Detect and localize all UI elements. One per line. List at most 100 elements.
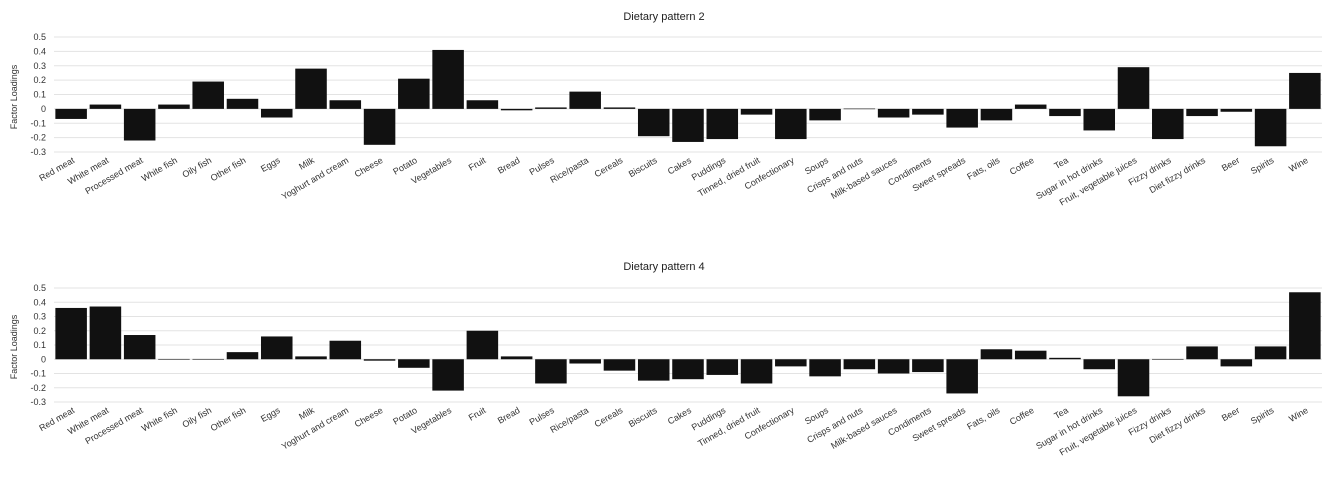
y-tick-label: 0.3 — [33, 61, 46, 71]
bar — [1015, 105, 1047, 109]
bar — [946, 109, 978, 128]
x-tick-label: Milk — [297, 405, 316, 422]
x-tick-label: Wine — [1287, 405, 1310, 424]
x-tick-label: Rice/pasta — [548, 405, 590, 435]
x-tick-label: Biscuits — [627, 155, 659, 179]
bar — [467, 100, 499, 109]
chart-title: Dietary pattern 4 — [623, 261, 704, 273]
x-tick-label: Cheese — [353, 155, 385, 179]
bar — [878, 109, 910, 118]
bar — [330, 341, 362, 360]
x-tick-label: Fats, oils — [965, 155, 1002, 182]
y-tick-label: 0.1 — [33, 90, 46, 100]
bar — [432, 50, 464, 109]
x-tick-label: Cheese — [353, 405, 385, 429]
bar — [261, 109, 293, 118]
x-tick-label: Fruit — [467, 405, 488, 423]
bar — [912, 359, 944, 372]
bar — [707, 109, 739, 139]
bar — [638, 359, 670, 380]
y-tick-label: 0.5 — [33, 283, 46, 293]
y-tick-label: 0.4 — [33, 46, 46, 56]
x-tick-label: Beer — [1220, 155, 1241, 173]
bar — [809, 109, 841, 121]
bar — [364, 109, 396, 145]
x-tick-label: Cereals — [593, 155, 625, 179]
chart-panel-dietary-pattern-4: Dietary pattern 4 Factor Loadings 0.5 0.4… — [9, 261, 1322, 458]
bar — [775, 359, 807, 366]
bar — [1083, 359, 1115, 369]
bar — [1049, 109, 1081, 116]
bar — [330, 100, 362, 109]
bar — [1289, 73, 1321, 109]
bar — [1255, 109, 1287, 146]
bar — [946, 359, 978, 393]
x-tick-label: Eggs — [259, 405, 282, 424]
y-tick-label: 0.4 — [33, 297, 46, 307]
bar — [844, 109, 876, 110]
bar — [192, 359, 224, 360]
x-tick-label: Tea — [1052, 405, 1070, 421]
bar — [1152, 109, 1184, 139]
bar — [501, 356, 533, 359]
y-tick-label: 0.2 — [33, 75, 46, 85]
bar — [707, 359, 739, 375]
bar — [1221, 109, 1253, 112]
x-tick-label: Eggs — [259, 155, 282, 174]
x-tick-label: Fruit — [467, 155, 488, 173]
bar — [1221, 359, 1253, 366]
bar — [535, 107, 567, 108]
bar — [158, 359, 190, 360]
y-tick-label: 0.5 — [33, 32, 46, 42]
x-tick-label: Cereals — [593, 405, 625, 429]
bar — [261, 336, 293, 359]
x-tick-label: Tea — [1052, 155, 1070, 171]
y-tick-label: -0.1 — [30, 369, 46, 379]
chart-panel-dietary-pattern-2: Dietary pattern 2 Factor Loadings 0.5 0.4… — [9, 11, 1322, 208]
bar — [1015, 351, 1047, 360]
bar — [192, 82, 224, 109]
bar — [295, 356, 327, 359]
x-tick-label: Spirits — [1249, 405, 1276, 426]
x-tick-label: Oily fish — [180, 405, 213, 430]
bar — [227, 352, 259, 359]
bar — [741, 359, 773, 383]
bar — [227, 99, 259, 109]
x-tick-label: Other fish — [209, 155, 248, 183]
x-tick-label: White fish — [140, 155, 179, 183]
bar — [844, 359, 876, 369]
bar — [90, 307, 122, 360]
x-tick-label: Processed meat — [83, 405, 145, 446]
bar — [535, 359, 567, 383]
x-tick-label: Spirits — [1249, 155, 1276, 176]
y-tick-label: -0.3 — [30, 397, 46, 407]
x-tick-label: White fish — [140, 405, 179, 433]
x-tick-label: Processed meat — [83, 155, 145, 196]
bar — [1118, 359, 1150, 396]
y-axis-label: Factor Loadings — [9, 314, 19, 379]
bar — [741, 109, 773, 115]
bar — [158, 105, 190, 109]
bar — [364, 359, 396, 360]
bar — [295, 69, 327, 109]
bar — [55, 308, 87, 359]
bar — [398, 79, 430, 109]
x-tick-label: Coffee — [1008, 155, 1036, 177]
y-tick-label: 0.1 — [33, 340, 46, 350]
bar — [1186, 109, 1218, 116]
y-tick-label: 0 — [41, 354, 46, 364]
x-tick-label: Rice/pasta — [548, 155, 590, 185]
x-tick-label: Oily fish — [180, 155, 213, 180]
bar — [124, 109, 156, 141]
bar — [1152, 359, 1184, 360]
bar — [638, 109, 670, 136]
bar — [569, 359, 601, 363]
bar — [809, 359, 841, 376]
bar — [672, 359, 704, 379]
y-tick-label: 0.2 — [33, 326, 46, 336]
y-tick-label: -0.3 — [30, 147, 46, 157]
x-tick-label: Other fish — [209, 405, 248, 433]
bar — [90, 105, 122, 109]
